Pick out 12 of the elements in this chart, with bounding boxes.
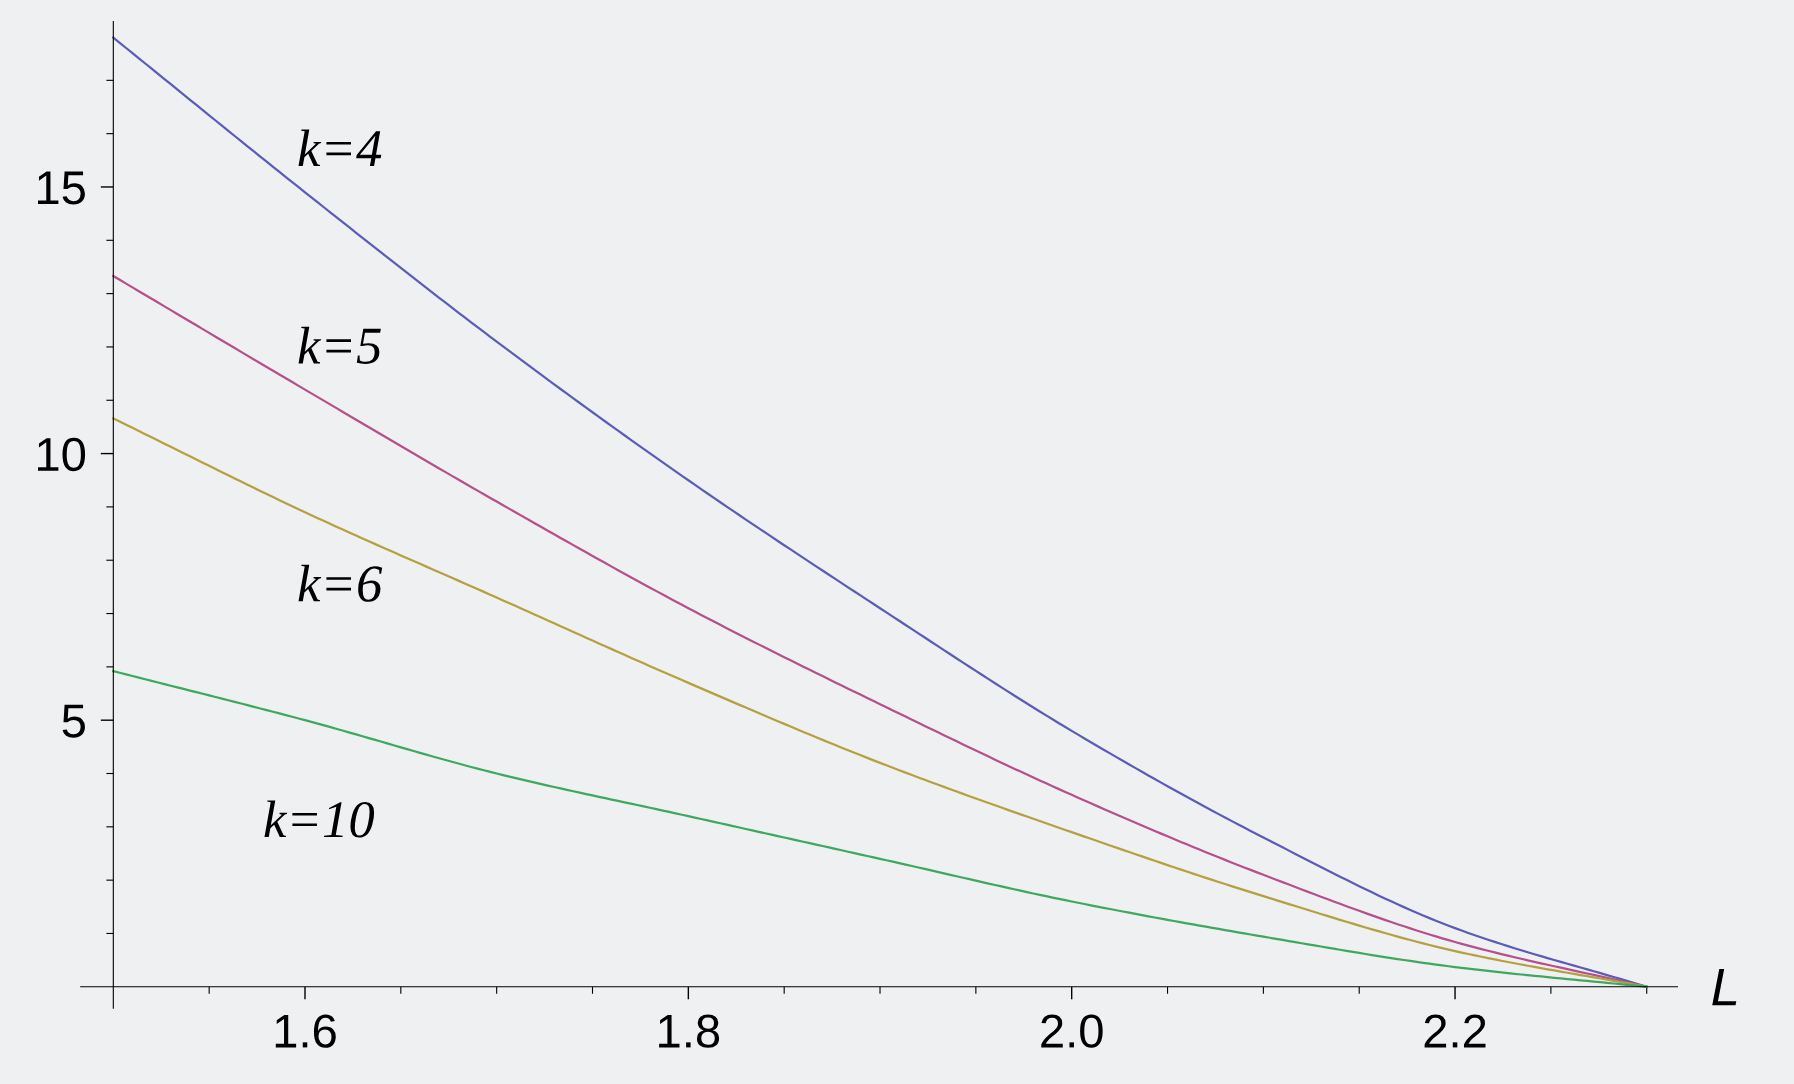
x-tick-label: 2.2 [1424,1014,1486,1048]
series-label: k=5 [298,326,381,364]
y-tick-label: 10 [38,437,86,472]
x-tick-label: 1.6 [275,1014,336,1048]
series-label: k=10 [264,800,375,838]
x-tick-label: 1.8 [659,1014,720,1048]
y-tick-label: 5 [62,704,85,738]
series-label: k=6 [298,564,383,602]
y-tick-label: 15 [38,171,85,205]
x-tick-label: 2.0 [1041,1014,1103,1048]
x-axis-title: L [1712,969,1737,1006]
series-label: k=4 [298,129,382,167]
